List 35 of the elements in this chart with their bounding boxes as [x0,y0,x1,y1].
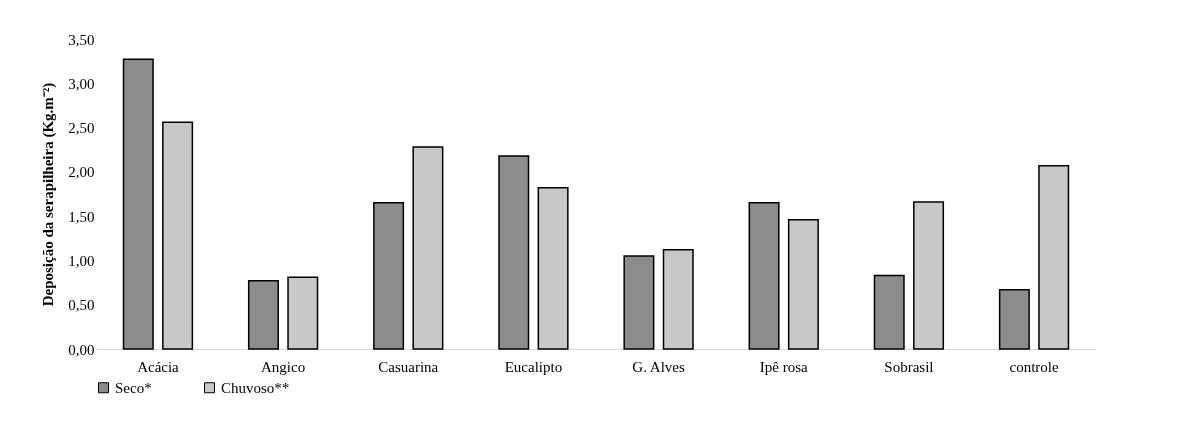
y-tick-label: 0,50 [68,297,95,314]
y-tick-label: 2,50 [68,120,95,137]
bar [662,249,694,350]
bar [412,146,444,350]
y-tick-label: 3,00 [68,75,95,92]
bar [913,201,945,350]
bar [873,274,905,350]
bar [537,187,569,350]
bar [498,155,530,350]
x-tick-label: Ipê rosa [759,358,809,375]
bar [1038,164,1070,350]
x-tick-label: Eucalipto [504,358,563,375]
y-axis-title: Deposição da serapilheira (Kg.m⁻²) [40,82,58,307]
bar [748,202,780,350]
bar [247,280,279,350]
bar [623,255,655,350]
legend-label: Chuvoso** [221,379,290,396]
bar [162,121,194,350]
x-tick-label: Acácia [137,358,180,375]
y-tick-label: 2,00 [68,164,95,181]
x-tick-label: G. Alves [632,358,685,375]
y-tick-label: 1,50 [68,208,95,225]
bar [287,276,319,350]
bar [998,288,1030,350]
y-tick-label: 3,50 [68,31,95,48]
y-tick-label: 1,00 [68,252,95,269]
x-tick-label: Casuarina [378,358,439,375]
x-tick-label: Angico [261,358,306,375]
bar [122,58,154,350]
x-tick-label: controle [1009,358,1059,375]
y-tick-label: 0,00 [68,341,95,358]
bar [787,218,819,350]
legend-label: Seco* [115,379,152,396]
bar [373,202,405,350]
x-tick-label: Sobrasil [884,358,934,375]
